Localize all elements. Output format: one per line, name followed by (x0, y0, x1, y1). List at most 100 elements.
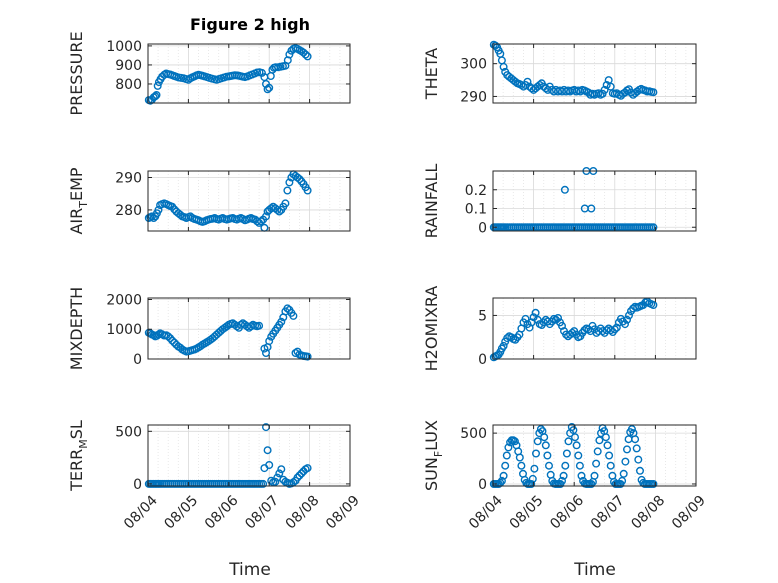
data-point (595, 436, 604, 445)
data-point (543, 451, 552, 460)
y-tick-label: 800 (115, 77, 142, 93)
x-tick-label: 08/07 (242, 493, 282, 533)
x-tick-label: 08/09 (669, 493, 709, 533)
y-axis-label-suffix: LUX (422, 420, 441, 451)
data-point (151, 92, 160, 101)
y-axis-label-subscript: T (77, 201, 90, 209)
data-point (265, 461, 274, 470)
y-tick-label: 1000 (106, 322, 142, 338)
data-point (222, 322, 231, 331)
data-point (277, 465, 286, 474)
data-point (263, 85, 272, 94)
data-point (528, 474, 537, 483)
data-point (176, 210, 185, 219)
data-point (535, 80, 544, 89)
x-tick-label: 08/06 (547, 493, 587, 533)
y-tick-label: 1000 (106, 39, 142, 55)
x-tick-label: 08/04 (121, 493, 161, 533)
y-tick-label: 0 (478, 352, 487, 368)
y-axis-label-main: TERR (67, 449, 86, 492)
data-point (303, 52, 312, 61)
data-point (587, 204, 596, 213)
data-point (271, 477, 280, 486)
data-point (295, 175, 304, 184)
x-tick-label: 08/08 (283, 493, 323, 533)
data-point (564, 437, 573, 446)
subplot-pressure: 800 900 1000 PRESSURE (67, 31, 351, 116)
data-point (621, 457, 630, 466)
data-point (293, 473, 302, 482)
data-point (295, 471, 304, 480)
data-point (283, 304, 292, 313)
subplot-h2omixra: 0 5 H2OMIXRA (422, 286, 697, 372)
data-point (545, 461, 554, 470)
data-point (510, 437, 519, 446)
data-point (593, 447, 602, 456)
y-tick-label: 0 (478, 220, 487, 236)
x-tick-label: 08/06 (202, 493, 242, 533)
data-point (257, 217, 266, 226)
x-tick-label: 08/09 (323, 493, 363, 533)
data-point (164, 332, 173, 341)
data-point (602, 80, 611, 89)
data-point (499, 471, 508, 480)
data-point (515, 453, 524, 462)
data-point (568, 328, 577, 337)
data-point (517, 461, 526, 470)
y-tick-label: 500 (115, 424, 142, 440)
data-point (600, 85, 609, 94)
data-point (598, 89, 607, 98)
y-axis-label-suffix: SL (67, 420, 86, 439)
data-point (511, 77, 520, 86)
data-point (501, 461, 510, 470)
x-axis-label-right: Time (573, 560, 616, 580)
subplot-theta: 290 300 THETA (422, 40, 697, 105)
data-point (281, 199, 290, 208)
data-point (649, 301, 658, 310)
y-axis-label-main: AIR (67, 208, 86, 235)
x-tick-label: 08/08 (628, 493, 668, 533)
data-point (632, 444, 641, 453)
y-axis-label-main: H2OMIXRA (422, 286, 441, 372)
y-axis-label: THETA (422, 48, 441, 100)
y-axis-label-main: THETA (422, 48, 441, 100)
data-point (499, 62, 508, 71)
data-point (554, 314, 563, 323)
axes-box (492, 297, 697, 360)
data-point (259, 479, 268, 488)
data-point (621, 320, 630, 329)
y-axis-label: MIXDEPTH (67, 287, 86, 370)
y-tick-label: 300 (460, 57, 487, 73)
data-point (497, 476, 506, 485)
y-tick-label: 0 (478, 477, 487, 493)
data-point (263, 446, 272, 455)
data-point (301, 50, 310, 59)
data-point (517, 80, 526, 89)
y-axis-label-subscript: M (77, 439, 90, 449)
y-tick-label: 0.2 (465, 183, 487, 199)
data-point (267, 476, 276, 485)
y-tick-label: 0 (133, 352, 142, 368)
data-point (265, 83, 274, 92)
data-point (575, 461, 584, 470)
y-axis-label: H2OMIXRA (422, 286, 441, 372)
x-tick-label: 08/05 (161, 493, 201, 533)
data-point (619, 469, 628, 478)
subplot-rainfall: 0 0.1 0.2 RAINFALL (422, 164, 697, 238)
data-point (562, 449, 571, 458)
data-point (618, 476, 627, 485)
y-axis-label: SUNFLUX (422, 420, 445, 491)
data-point (303, 352, 312, 361)
subplot-sun: 0 500 08/04 08/05 08/06 08/07 08/08 08/09 SUNFLU… (422, 420, 709, 532)
y-axis-label-suffix: EMP (67, 167, 86, 201)
x-tick-label: 08/05 (507, 493, 547, 533)
y-tick-label: 290 (460, 89, 487, 105)
figure-title: Figure 2 high (190, 15, 310, 34)
data-point (623, 315, 632, 324)
data-point (523, 77, 532, 86)
x-axis-label-left: Time (228, 560, 271, 580)
y-axis-label-main: PRESSURE (67, 31, 86, 115)
data-point (277, 317, 286, 326)
data-point (649, 480, 658, 489)
